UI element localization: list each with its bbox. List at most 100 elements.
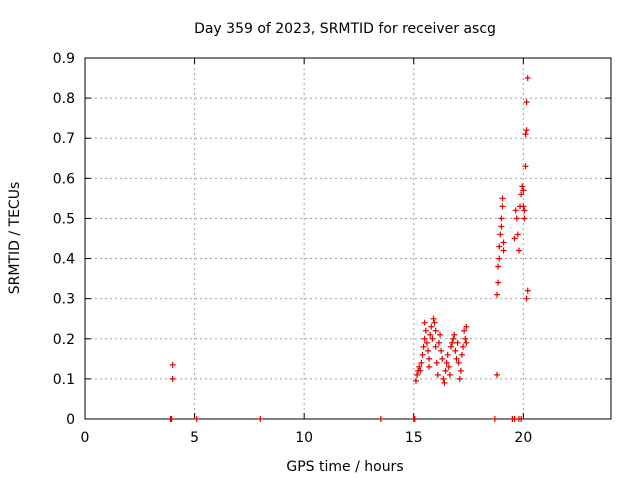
data-point: [520, 203, 527, 210]
data-point: [377, 416, 384, 422]
data-point: [519, 183, 526, 190]
data-point: [422, 327, 429, 334]
data-point: [438, 347, 445, 354]
data-point: [418, 359, 425, 366]
data-point: [462, 335, 469, 342]
data-point: [491, 416, 498, 422]
data-point: [513, 215, 520, 222]
data-point: [523, 127, 530, 134]
data-point: [496, 255, 503, 262]
data-point: [522, 163, 529, 170]
data-point: [497, 231, 504, 238]
y-axis-label: SRMTID / TECUs: [7, 182, 23, 295]
data-point: [437, 331, 444, 338]
data-points: [167, 75, 531, 422]
data-point: [420, 343, 427, 350]
data-point: [423, 339, 430, 346]
data-point: [430, 315, 437, 322]
data-point: [520, 187, 527, 194]
data-point: [455, 359, 462, 366]
y-tick-label: 0.7: [53, 131, 75, 147]
data-point: [412, 377, 419, 384]
y-tick-label: 0.3: [53, 292, 75, 308]
data-point: [448, 343, 455, 350]
y-tick-label: 0.8: [53, 91, 75, 107]
data-point: [193, 416, 200, 422]
data-point: [498, 215, 505, 222]
data-point: [500, 247, 507, 254]
data-point: [417, 367, 424, 374]
data-point: [431, 319, 438, 326]
data-point: [457, 367, 464, 374]
data-point: [428, 323, 435, 330]
data-point: [427, 331, 434, 338]
data-point: [443, 359, 450, 366]
x-tick-label: 0: [81, 430, 90, 446]
data-point: [439, 355, 446, 362]
y-tick-label: 0: [66, 412, 75, 428]
data-point: [512, 207, 519, 214]
data-point: [458, 351, 465, 358]
data-point: [456, 375, 463, 382]
data-point: [524, 287, 531, 294]
data-point: [523, 99, 530, 106]
data-point: [421, 335, 428, 342]
data-point: [498, 223, 505, 230]
data-point: [521, 207, 528, 214]
data-point: [495, 279, 502, 286]
data-point: [440, 375, 447, 382]
data-point: [168, 416, 175, 422]
y-tick-label: 0.4: [53, 252, 75, 268]
data-point: [441, 379, 448, 386]
data-point: [442, 367, 449, 374]
data-point: [452, 347, 459, 354]
data-point: [434, 371, 441, 378]
data-point: [432, 343, 439, 350]
data-point: [515, 247, 522, 254]
data-point: [169, 375, 176, 382]
data-point: [461, 327, 468, 334]
plot-frame: [84, 57, 612, 420]
data-point: [445, 363, 452, 370]
data-point: [511, 235, 518, 242]
data-point: [419, 351, 426, 358]
data-point: [522, 131, 529, 138]
data-point: [494, 291, 501, 298]
data-point: [514, 231, 521, 238]
data-point: [411, 416, 418, 422]
data-point: [446, 371, 453, 378]
data-point: [421, 319, 428, 326]
chart-title: Day 359 of 2023, SRMTID for receiver asc…: [194, 21, 496, 37]
y-tick-label: 0.5: [53, 211, 75, 227]
x-axis-label: GPS time / hours: [286, 459, 403, 475]
data-point: [521, 215, 528, 222]
data-point: [463, 339, 470, 346]
data-point: [424, 347, 431, 354]
data-point: [494, 371, 501, 378]
data-point: [257, 416, 264, 422]
data-point: [524, 75, 531, 82]
y-tick-label: 0.1: [53, 372, 75, 388]
data-point: [414, 371, 421, 378]
data-point: [499, 195, 506, 202]
axis-ticks: 0 0.1 0.2 0.3 0.4 0.5 0.6 0.7 0.8 0.9 0 5 10 15 20: [53, 51, 611, 446]
data-point: [433, 359, 440, 366]
data-point: [454, 339, 461, 346]
data-point: [429, 335, 436, 342]
data-point: [500, 239, 507, 246]
data-point: [426, 363, 433, 370]
x-tick-label: 20: [514, 430, 532, 446]
y-tick-label: 0.2: [53, 332, 75, 348]
data-point: [495, 263, 502, 270]
data-point: [523, 295, 530, 302]
x-tick-label: 10: [295, 430, 313, 446]
data-point: [496, 243, 503, 250]
data-point: [453, 355, 460, 362]
data-point: [432, 327, 439, 334]
data-point: [463, 323, 470, 330]
data-point: [426, 355, 433, 362]
data-point: [449, 339, 456, 346]
data-point: [518, 416, 525, 422]
data-point: [499, 203, 506, 210]
